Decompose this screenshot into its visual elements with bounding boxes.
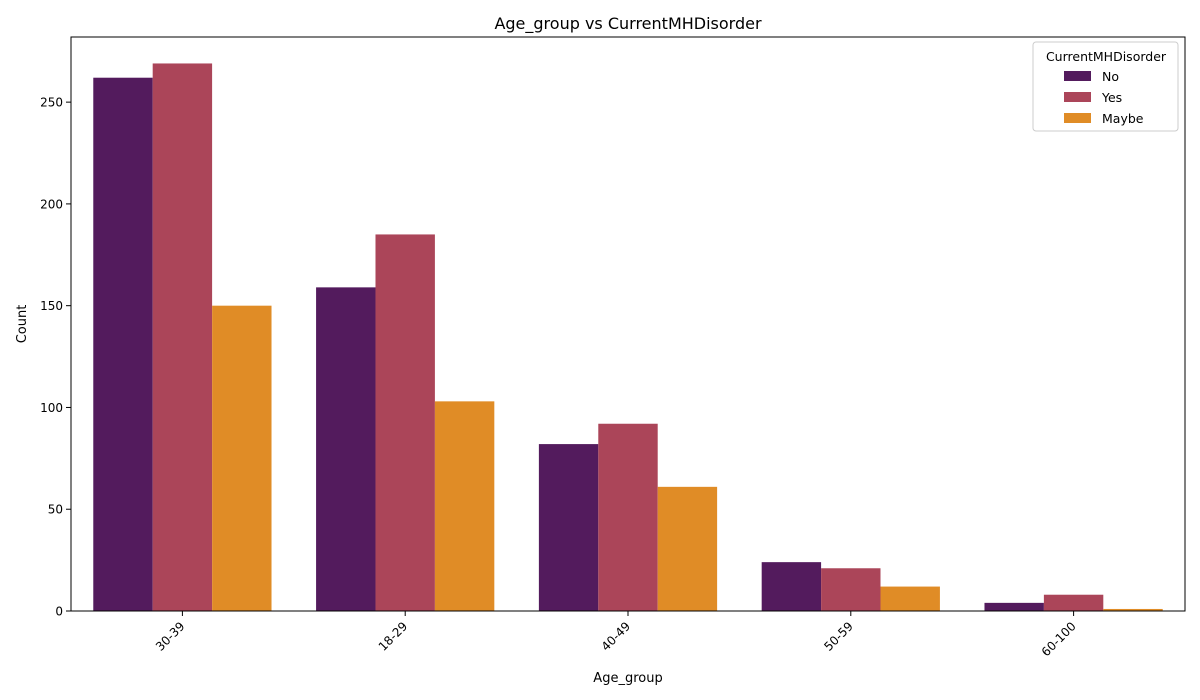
y-tick-label: 50 bbox=[48, 503, 63, 517]
bar-maybe-60-100 bbox=[1103, 608, 1163, 611]
legend-swatch-maybe bbox=[1064, 113, 1091, 123]
y-axis: 0 50 100 150 200 250 bbox=[40, 96, 71, 619]
x-axis: 30-39 18-29 40-49 50-59 60-100 bbox=[153, 611, 1079, 659]
chart-title: Age_group vs CurrentMHDisorder bbox=[494, 14, 762, 34]
x-tick-label: 60-100 bbox=[1039, 619, 1079, 659]
legend-label-yes: Yes bbox=[1101, 90, 1122, 105]
legend-swatch-yes bbox=[1064, 92, 1091, 102]
legend-items: No Yes Maybe bbox=[1064, 69, 1144, 126]
y-tick-label: 100 bbox=[40, 401, 63, 415]
bar-maybe-50-59 bbox=[880, 586, 940, 611]
bar-no-40-49 bbox=[538, 444, 599, 611]
legend-label-maybe: Maybe bbox=[1102, 111, 1144, 126]
bar-yes-30-39 bbox=[152, 63, 213, 611]
bar-yes-18-29 bbox=[375, 234, 435, 611]
bar-yes-50-59 bbox=[821, 568, 881, 611]
bar-yes-60-100 bbox=[1043, 594, 1104, 611]
x-tick-label: 50-59 bbox=[821, 619, 856, 654]
bar-no-18-29 bbox=[316, 287, 376, 611]
y-axis-label: Count bbox=[15, 305, 30, 344]
bar-maybe-30-39 bbox=[212, 305, 272, 611]
x-tick-label: 30-39 bbox=[153, 619, 188, 654]
bars-group bbox=[93, 63, 1163, 611]
bar-maybe-18-29 bbox=[434, 401, 495, 611]
x-axis-label: Age_group bbox=[593, 671, 662, 686]
bar-maybe-40-49 bbox=[657, 486, 718, 611]
legend-frame bbox=[1032, 41, 1179, 132]
bar-no-50-59 bbox=[761, 562, 822, 611]
legend-swatch-no bbox=[1064, 71, 1091, 81]
bar-no-30-39 bbox=[93, 77, 153, 611]
y-tick-label: 250 bbox=[40, 96, 63, 110]
legend-title: CurrentMHDisorder bbox=[1046, 49, 1167, 64]
bar-yes-40-49 bbox=[598, 423, 658, 611]
y-tick-label: 200 bbox=[40, 197, 63, 211]
y-tick-label: 150 bbox=[40, 299, 63, 313]
y-tick-label: 0 bbox=[55, 605, 63, 619]
legend-label-no: No bbox=[1102, 69, 1119, 84]
x-tick-label: 40-49 bbox=[599, 619, 634, 654]
legend: CurrentMHDisorder No Yes Maybe bbox=[1032, 41, 1179, 132]
bar-no-60-100 bbox=[984, 602, 1044, 611]
x-tick-label: 18-29 bbox=[376, 619, 411, 654]
